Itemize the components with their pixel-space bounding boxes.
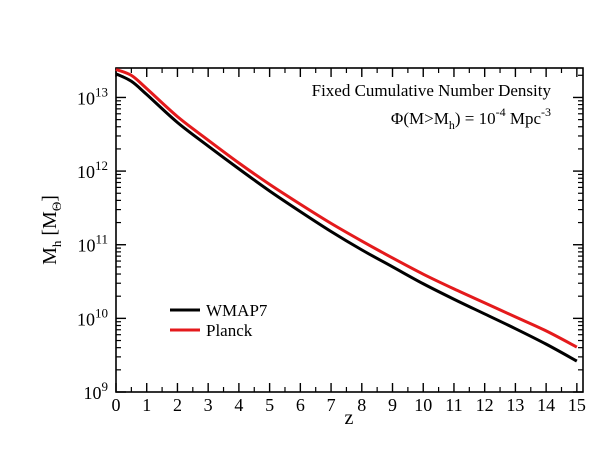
- x-tick-labels: 0 1 2 3 4 5 6 7 8 9 10 11 12 13 14 15: [112, 395, 586, 415]
- x-tick-label: 7: [327, 395, 336, 415]
- y-axis-label-rest: [M: [39, 211, 61, 241]
- y-axis-label-m: M: [39, 247, 61, 265]
- legend-label-planck: Planck: [206, 321, 253, 340]
- plot-frame: [115, 67, 584, 393]
- x-tick-label: 13: [506, 395, 524, 415]
- y-tick-label: 1010: [77, 305, 108, 329]
- y-tick-label: 109: [84, 379, 109, 403]
- x-tick-label: 8: [357, 395, 366, 415]
- annotation-mid: ) = 10: [455, 109, 496, 128]
- x-tick-label: 10: [414, 395, 432, 415]
- x-tick-label: 15: [568, 395, 586, 415]
- x-tick-label: 6: [296, 395, 305, 415]
- x-tick-label: 0: [112, 395, 121, 415]
- series-line-wmap7: [115, 72, 578, 363]
- annotation-phi: Φ(M>M: [391, 109, 449, 128]
- x-tick-label: 11: [445, 395, 462, 415]
- x-tick-label: 4: [234, 395, 243, 415]
- annotation-unit-exp: -3: [541, 105, 551, 119]
- x-tick-label: 1: [142, 395, 151, 415]
- x-tick-label: 2: [173, 395, 182, 415]
- x-tick-label: 5: [265, 395, 274, 415]
- y-axis-label: Mh [MΘ]: [39, 195, 64, 265]
- annotation-unit: Mpc: [506, 109, 542, 128]
- y-tick-label: 1013: [77, 84, 108, 108]
- y-axis-label-close: ]: [39, 195, 61, 202]
- y-axis-label-sub: h: [49, 240, 64, 247]
- x-axis-label: z: [345, 407, 354, 429]
- annotation-line1: Fixed Cumulative Number Density: [312, 81, 552, 100]
- annotation-sub: h: [449, 118, 455, 132]
- svg-text:Mh [MΘ]: Mh [MΘ]: [39, 195, 64, 265]
- x-tick-label: 9: [388, 395, 397, 415]
- y-tick-labels: 109 1010 1011 1012 1013: [77, 84, 108, 403]
- legend-label-wmap7: WMAP7: [206, 301, 268, 320]
- annotation-exp: -4: [496, 105, 506, 119]
- x-tick-label: 14: [537, 395, 555, 415]
- series-line-planck: [115, 68, 578, 349]
- y-axis-label-sub2: Θ: [49, 202, 64, 211]
- y-tick-label: 1012: [77, 158, 108, 182]
- y-tick-label: 1011: [77, 232, 108, 256]
- series-lines: [115, 68, 578, 363]
- x-tick-label: 12: [476, 395, 494, 415]
- legend: WMAP7 Planck: [170, 301, 268, 340]
- x-tick-label: 3: [204, 395, 213, 415]
- annotation-line2: Φ(M>Mh) = 10-4 Mpc-3: [391, 105, 551, 132]
